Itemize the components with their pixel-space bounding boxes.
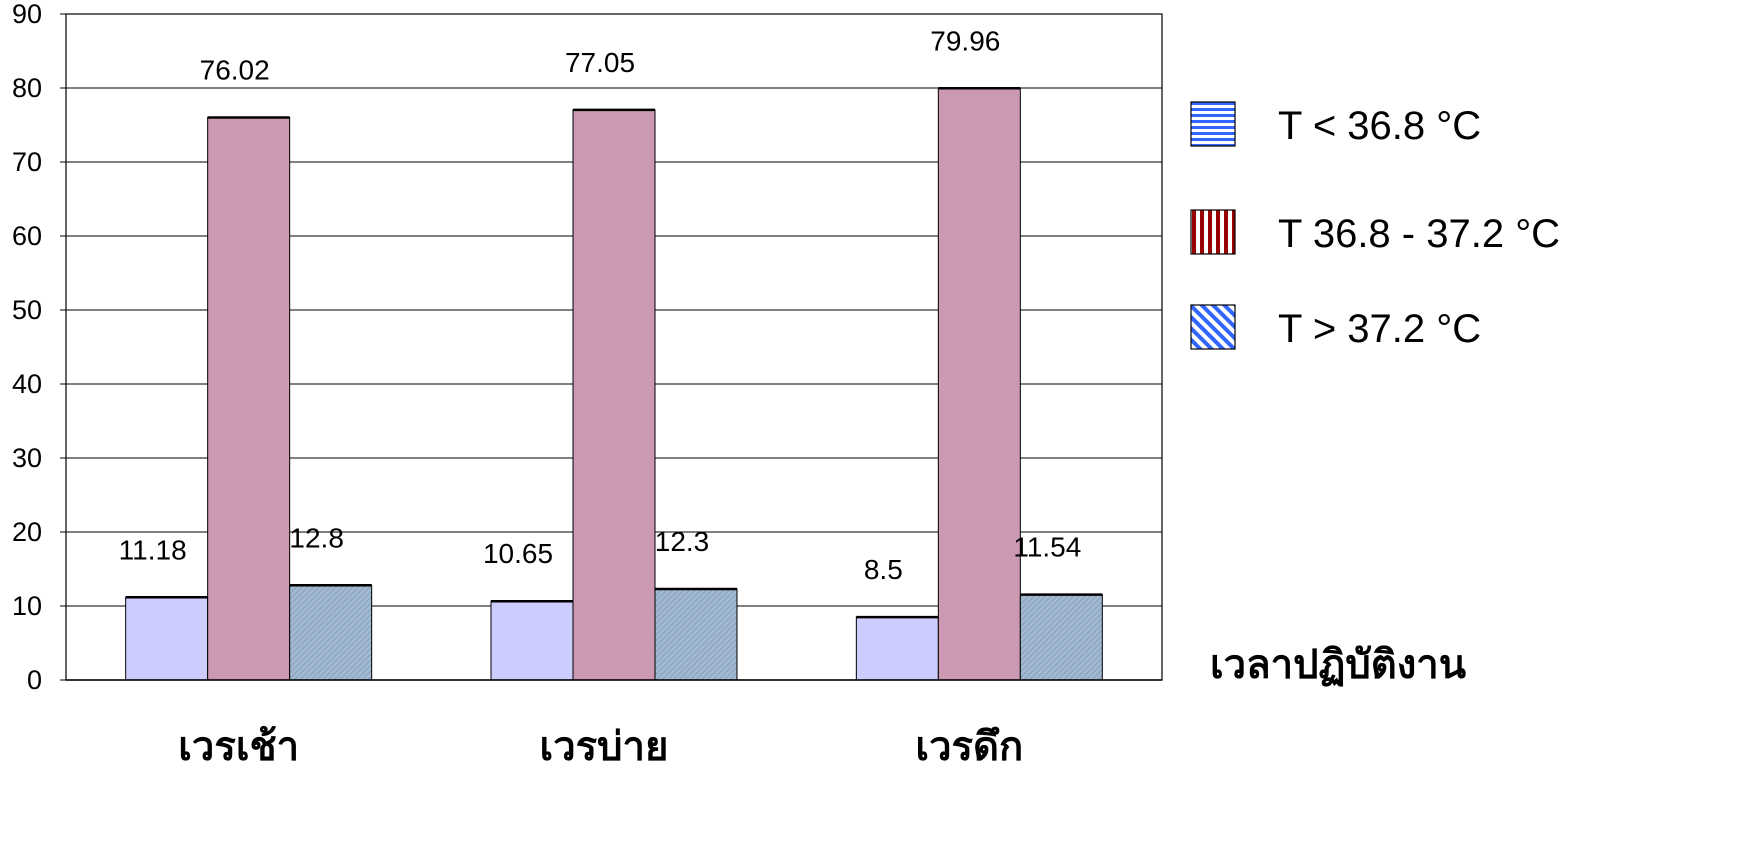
y-tick-label: 50 xyxy=(12,295,42,325)
bar xyxy=(289,584,373,681)
data-label: 11.54 xyxy=(1013,532,1081,563)
bar xyxy=(1019,594,1103,681)
y-tick-label: 60 xyxy=(12,221,42,251)
y-tick-label: 0 xyxy=(27,665,42,695)
data-label: 8.5 xyxy=(864,554,903,585)
legend-item: T < 36.8 °C xyxy=(1190,101,1481,148)
y-tick-label: 30 xyxy=(12,443,42,473)
legend-label: T < 36.8 °C xyxy=(1278,104,1481,148)
bar xyxy=(207,116,291,681)
data-label: 12.3 xyxy=(655,526,710,557)
y-tick-label: 20 xyxy=(12,517,42,547)
x-tick-label: เวรบ่าย xyxy=(540,724,669,770)
legend-swatch xyxy=(1190,209,1236,255)
data-label: 12.8 xyxy=(289,522,344,553)
legend-label: T > 37.2 °C xyxy=(1278,307,1481,351)
bar xyxy=(855,616,939,681)
y-tick-label: 40 xyxy=(12,369,42,399)
y-tick-label: 90 xyxy=(12,0,42,29)
data-label: 76.02 xyxy=(200,54,270,85)
data-label: 11.18 xyxy=(119,534,187,565)
bar xyxy=(125,596,209,681)
bar xyxy=(572,109,656,681)
data-label: 10.65 xyxy=(483,538,553,569)
bar xyxy=(490,600,574,681)
x-axis-title: เวลาปฏิบัติงาน xyxy=(1210,642,1466,688)
data-label: 79.96 xyxy=(930,25,1000,56)
legend-swatch xyxy=(1190,101,1236,147)
x-tick-label: เวรเช้า xyxy=(178,724,299,770)
legend-item: T > 37.2 °C xyxy=(1190,304,1481,351)
bar xyxy=(937,87,1021,681)
data-label: 77.05 xyxy=(565,47,635,78)
y-tick-label: 80 xyxy=(12,73,42,103)
y-tick-label: 70 xyxy=(12,147,42,177)
x-tick-label: เวรดึก xyxy=(915,724,1023,770)
legend-swatch xyxy=(1190,304,1236,350)
bar xyxy=(654,588,738,681)
legend-item: T 36.8 - 37.2 °C xyxy=(1190,209,1560,256)
y-tick-label: 10 xyxy=(12,591,42,621)
legend-label: T 36.8 - 37.2 °C xyxy=(1278,212,1560,256)
